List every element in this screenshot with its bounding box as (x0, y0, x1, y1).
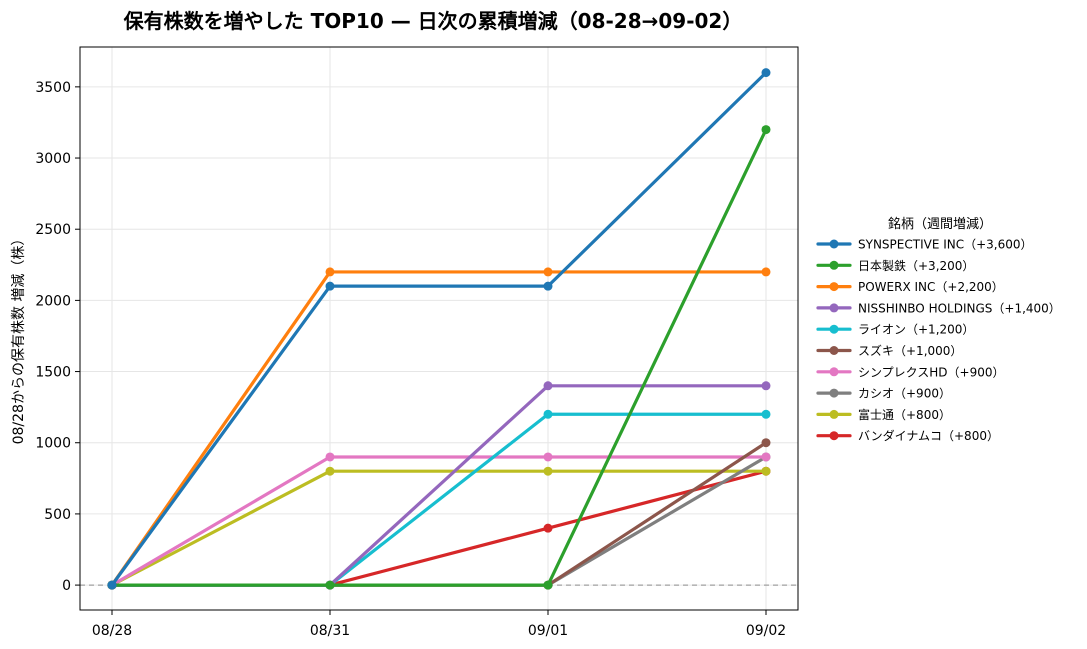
legend-swatch-marker (829, 409, 839, 419)
series-line (110, 455, 768, 587)
series-2 (107, 125, 771, 590)
series-line (110, 127, 768, 587)
y-tick-label: 3000 (35, 151, 71, 167)
y-axis-label: 08/28からの保有株数 増減（株） (10, 232, 27, 445)
x-tick-label: 08/31 (310, 623, 350, 639)
y-tick-label: 1500 (35, 365, 71, 381)
legend-label: スズキ（+1,000） (858, 343, 962, 358)
y-tick-label: 3500 (35, 80, 71, 96)
y-tick-label: 500 (44, 507, 71, 523)
series-8 (107, 452, 771, 590)
y-tick-label: 2000 (35, 293, 71, 309)
data-point (761, 409, 771, 419)
plot-area-frame (79, 46, 799, 611)
data-point (761, 267, 771, 277)
data-point (761, 68, 771, 78)
series-3 (107, 267, 771, 590)
series-7 (107, 452, 771, 590)
x-tick-label: 09/01 (528, 623, 568, 639)
legend-swatch-marker (829, 303, 839, 313)
legend-label: 富士通（+800） (858, 407, 951, 422)
legend-item: カシオ（+900） (816, 387, 951, 401)
series-line (110, 71, 768, 587)
legend-label: ライオン（+1,200） (858, 323, 974, 337)
chart-title: 保有株数を増やした TOP10 — 日次の累積増減（08-28→09-02） (123, 9, 743, 33)
series-1 (107, 68, 771, 590)
legend-item: 富士通（+800） (816, 407, 951, 422)
legend-swatch-marker (829, 324, 839, 334)
legend-label: カシオ（+900） (858, 387, 951, 401)
legend-label: 日本製鉄（+3,200） (858, 258, 974, 273)
legend: 銘柄（週間増減） SYNSPECTIVE INC（+3,600） 日本製鉄（+3,… (816, 216, 1061, 443)
legend-label: シンプレクスHD（+900） (858, 365, 1005, 379)
data-point (543, 281, 553, 291)
x-tick-label: 09/02 (746, 623, 786, 639)
data-point (543, 409, 553, 419)
series-4 (107, 381, 771, 590)
y-tick-label: 0 (62, 578, 71, 594)
series-5 (107, 409, 771, 590)
legend-label: SYNSPECTIVE INC（+3,600） (858, 238, 1033, 252)
legend-swatch-marker (829, 346, 839, 355)
legend-item: 日本製鉄（+3,200） (816, 258, 974, 273)
legend-label: POWERX INC（+2,200） (858, 280, 1004, 294)
legend-title: 銘柄（週間増減） (888, 216, 992, 232)
data-point (325, 580, 335, 590)
legend-label: バンダイナムコ（+800） (858, 428, 999, 443)
legend-swatch-marker (829, 388, 839, 398)
data-point (543, 452, 553, 462)
legend-swatch-marker (829, 282, 839, 292)
data-point (761, 381, 771, 391)
series-line (110, 412, 768, 587)
data-point (543, 267, 553, 277)
series-line (110, 455, 768, 587)
data-point (543, 466, 553, 476)
legend-item: SYNSPECTIVE INC（+3,600） (816, 238, 1033, 252)
data-point (543, 523, 553, 533)
y-tick-label: 2500 (35, 222, 71, 238)
legend-item: スズキ（+1,000） (816, 343, 962, 358)
legend-item: シンプレクスHD（+900） (816, 365, 1005, 379)
legend-item: POWERX INC（+2,200） (816, 280, 1004, 294)
y-axis-ticks: 0 500 1000 1500 2000 2500 3000 3500 (35, 80, 80, 594)
y-tick-label: 1000 (35, 436, 71, 452)
data-point (543, 580, 553, 590)
data-point (543, 381, 553, 391)
legend-swatch-marker (829, 260, 839, 270)
data-point (325, 466, 335, 476)
legend-swatch-marker (829, 367, 839, 377)
series-line (110, 469, 768, 587)
legend-item: バンダイナムコ（+800） (816, 428, 999, 443)
series-layer (107, 68, 771, 590)
data-point (325, 452, 335, 462)
data-point (325, 281, 335, 291)
data-point (761, 438, 771, 448)
legend-item: NISSHINBO HOLDINGS（+1,400） (816, 301, 1061, 315)
data-point (761, 466, 771, 476)
data-point (325, 267, 335, 277)
legend-label: NISSHINBO HOLDINGS（+1,400） (858, 301, 1061, 315)
legend-swatch-marker (829, 239, 839, 249)
x-tick-label: 08/28 (92, 623, 132, 639)
series-line (110, 270, 768, 587)
legend-item: ライオン（+1,200） (816, 323, 974, 337)
data-point (761, 125, 771, 135)
x-axis-ticks: 08/28 08/31 09/01 09/02 (92, 610, 786, 639)
data-point (107, 580, 117, 590)
grid-layer (80, 47, 798, 610)
data-point (761, 452, 771, 462)
legend-swatch-marker (829, 431, 839, 441)
